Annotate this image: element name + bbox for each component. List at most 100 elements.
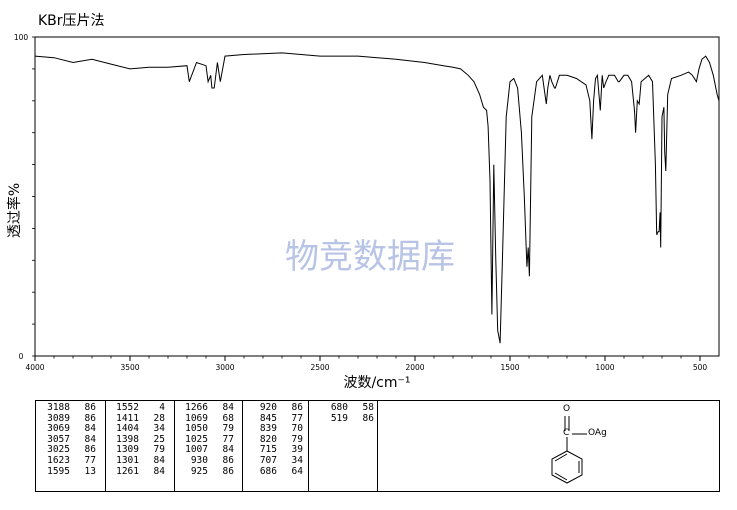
peak-column: 680 58 519 86 (318, 402, 374, 425)
peak-wavenumber: 1552 (116, 402, 139, 413)
peak-wavenumber: 1595 (47, 465, 70, 477)
x-axis-label: 波数/cm⁻¹ (343, 375, 410, 391)
peak-wavenumber: 1266 (185, 402, 208, 413)
peak-wavenumber: 707 (259, 454, 277, 466)
peak-wavenumber: 3069 (47, 423, 70, 435)
peak-wavenumber: 519 (330, 412, 348, 424)
peak-row: 820 79 (247, 434, 303, 446)
peak-wavenumber: 1069 (185, 412, 208, 424)
peak-row: 1266 84 (178, 402, 234, 414)
peak-wavenumber: 839 (259, 423, 277, 435)
y-tick-label: 100 (14, 33, 29, 42)
x-tick-label: 1500 (500, 363, 519, 372)
peak-wavenumber: 920 (259, 402, 277, 413)
table-divider (174, 401, 175, 491)
peak-row: 1301 84 (109, 454, 165, 467)
spectrum-line (34, 52, 720, 344)
peak-wavenumber: 1398 (116, 433, 139, 445)
peak-transmittance: 34 (153, 423, 165, 435)
peak-wavenumber: 1623 (47, 454, 70, 466)
peak-row: 1069 68 (178, 412, 234, 425)
peak-wavenumber: 3057 (47, 433, 70, 445)
x-tick-label: 1000 (595, 363, 614, 372)
peak-transmittance: 58 (362, 402, 374, 413)
peak-wavenumber: 3188 (47, 402, 70, 413)
peak-wavenumber: 1025 (185, 433, 208, 445)
peak-wavenumber: 715 (259, 444, 277, 456)
peak-row: 3089 86 (40, 412, 96, 425)
peak-row: 707 34 (247, 454, 303, 467)
peak-wavenumber: 3025 (47, 444, 70, 456)
peak-transmittance: 84 (84, 433, 96, 445)
oag-label: OAg (588, 428, 607, 438)
peak-transmittance: 79 (153, 444, 165, 456)
peak-transmittance: 64 (291, 465, 303, 477)
peak-transmittance: 84 (222, 444, 234, 456)
oxygen-label: O (563, 404, 571, 414)
peak-row: 1595 13 (40, 465, 96, 478)
structure-diagram: O C OAg (412, 401, 720, 491)
peak-row: 1411 28 (109, 412, 165, 425)
peak-transmittance: 86 (84, 444, 96, 456)
peak-column: 920 86 845 77 839 70 820 79 715 39 707 34 686 64 (247, 402, 303, 478)
y-axis-label: 透过率% (6, 183, 23, 238)
peak-wavenumber: 1411 (116, 412, 139, 424)
plot-frame (34, 36, 720, 357)
peak-row: 1623 77 (40, 454, 96, 467)
peak-row: 1309 79 (109, 445, 165, 456)
x-tick-label: 4000 (25, 363, 44, 372)
peak-transmittance: 86 (362, 412, 374, 424)
peak-transmittance: 28 (153, 412, 165, 424)
peak-row: 715 39 (247, 445, 303, 456)
peak-transmittance: 86 (222, 465, 234, 477)
peak-row: 920 86 (247, 402, 303, 414)
peak-row: 1398 25 (109, 433, 165, 446)
peak-transmittance: 84 (153, 454, 165, 466)
peak-row: 1261 84 (109, 465, 165, 478)
peak-row: 680 58 (318, 402, 374, 414)
peak-row: 930 86 (178, 455, 234, 467)
peak-row: 3188 86 (40, 402, 96, 414)
carbon-label: C (563, 428, 570, 438)
peak-wavenumber: 1309 (116, 444, 139, 456)
peak-transmittance: 79 (222, 423, 234, 435)
peak-row: 3057 84 (40, 433, 96, 446)
table-divider (308, 401, 309, 491)
table-divider (105, 401, 106, 491)
peak-row: 519 86 (318, 412, 374, 425)
peak-transmittance: 86 (291, 402, 303, 413)
peak-row: 3025 86 (40, 445, 96, 456)
x-tick-label: 3000 (215, 363, 234, 372)
peak-transmittance: 70 (291, 423, 303, 435)
peak-row: 3069 84 (40, 424, 96, 435)
peak-wavenumber: 1007 (185, 444, 208, 456)
x-tick-label: 3500 (120, 363, 139, 372)
peak-wavenumber: 845 (259, 412, 277, 424)
peak-transmittance: 84 (84, 423, 96, 435)
peak-wavenumber: 3089 (47, 412, 70, 424)
peak-transmittance: 84 (153, 465, 165, 477)
table-divider (377, 401, 378, 491)
peak-row: 1025 77 (178, 433, 234, 446)
peak-row: 686 64 (247, 465, 303, 478)
table-divider (242, 401, 243, 491)
peak-transmittance: 86 (84, 402, 96, 413)
peak-wavenumber: 680 (330, 402, 348, 413)
peak-transmittance: 4 (159, 402, 165, 413)
peak-row: 845 77 (247, 412, 303, 425)
peak-column: 3188 86 3089 86 3069 84 3057 84 3025 86 1623 77 1595… (40, 402, 96, 478)
x-tick-label: 2000 (405, 363, 424, 372)
peak-column: 1266 84 1069 68 1050 79 1025 77 1007 84 930 86 925 86 (178, 402, 234, 478)
peak-transmittance: 77 (222, 433, 234, 445)
page-title: KBr压片法 (38, 13, 105, 29)
peak-row: 1007 84 (178, 445, 234, 456)
y-tick-label: 0 (19, 352, 24, 361)
peak-transmittance: 77 (291, 412, 303, 424)
peak-wavenumber: 925 (190, 465, 208, 477)
ir-spectrum-chart: 物竞数据库 4000 3500 3000 2500 2000 1500 1000 500 0 100… (6, 33, 720, 391)
peak-row: 925 86 (178, 465, 234, 478)
peak-transmittance: 84 (222, 402, 234, 413)
peak-wavenumber: 1261 (116, 465, 139, 477)
peak-row: 1050 79 (178, 424, 234, 435)
peak-table: 3188 86 3089 86 3069 84 3057 84 3025 86 1623 77 1595… (35, 400, 720, 492)
